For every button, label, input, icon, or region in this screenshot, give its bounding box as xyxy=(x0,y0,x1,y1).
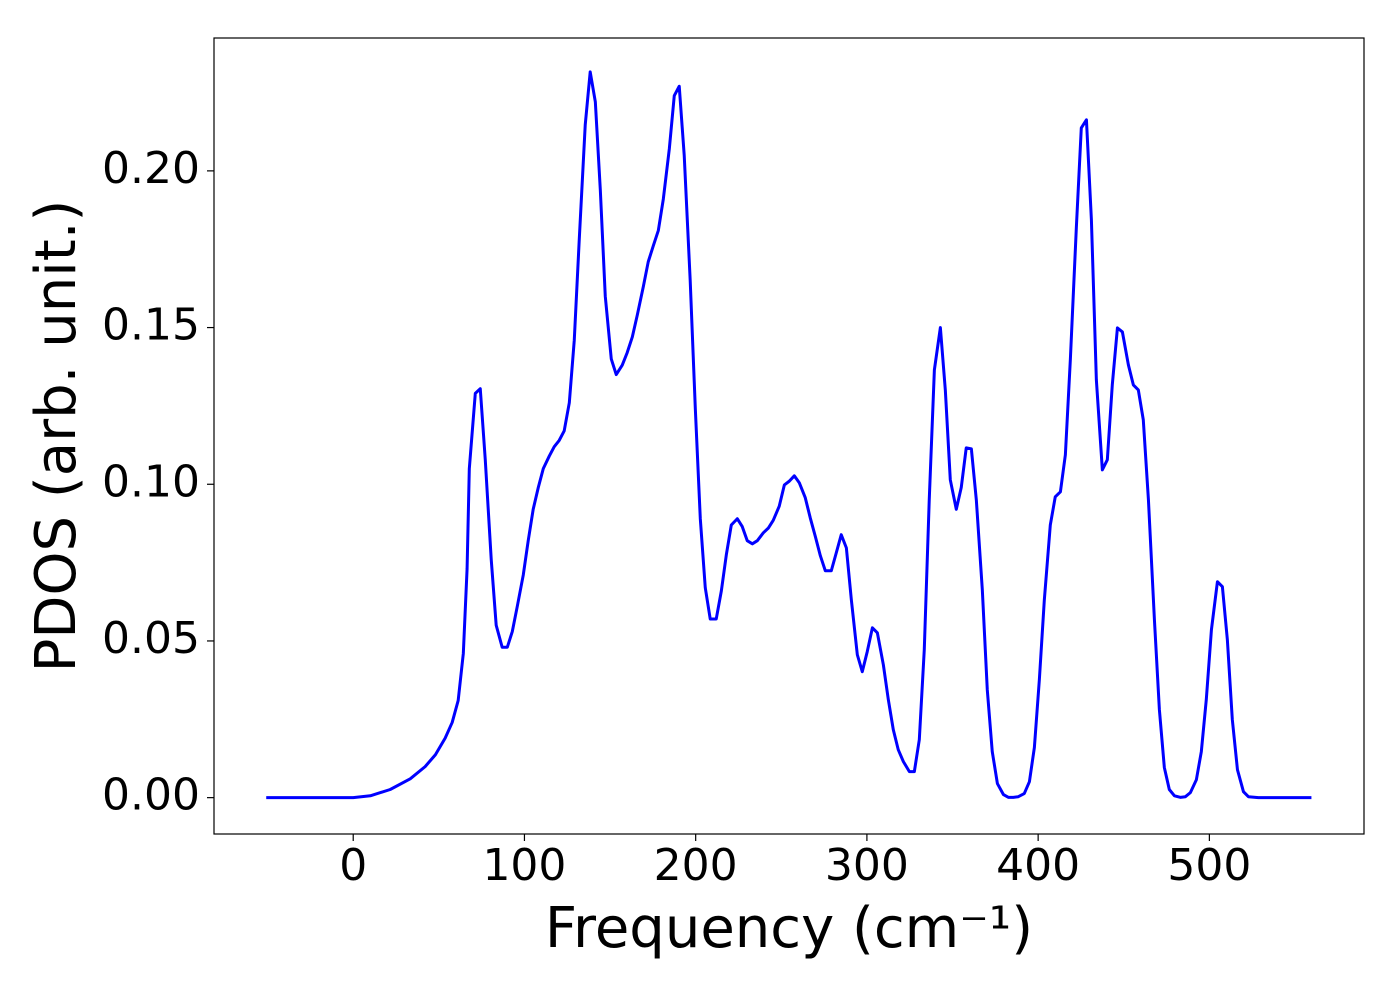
y-axis-label: PDOS (arb. unit.) xyxy=(24,200,89,673)
x-tick-label: 100 xyxy=(482,840,566,891)
plot-frame xyxy=(213,37,1365,835)
y-tick-label: 0.15 xyxy=(102,300,200,351)
data-line xyxy=(266,70,1312,800)
x-tick-label: 200 xyxy=(654,840,738,891)
x-tick-label: 400 xyxy=(996,840,1080,891)
y-tick-label: 0.20 xyxy=(102,143,200,194)
y-tick-label: 0.10 xyxy=(102,456,200,507)
x-axis-label: Frequency (cm⁻¹) xyxy=(545,896,1033,961)
x-tick-label: 500 xyxy=(1167,840,1251,891)
y-tick-label: 0.05 xyxy=(102,613,200,664)
x-tick-label: 0 xyxy=(339,840,367,891)
x-tick-label: 300 xyxy=(825,840,909,891)
y-tick-label: 0.00 xyxy=(102,770,200,821)
